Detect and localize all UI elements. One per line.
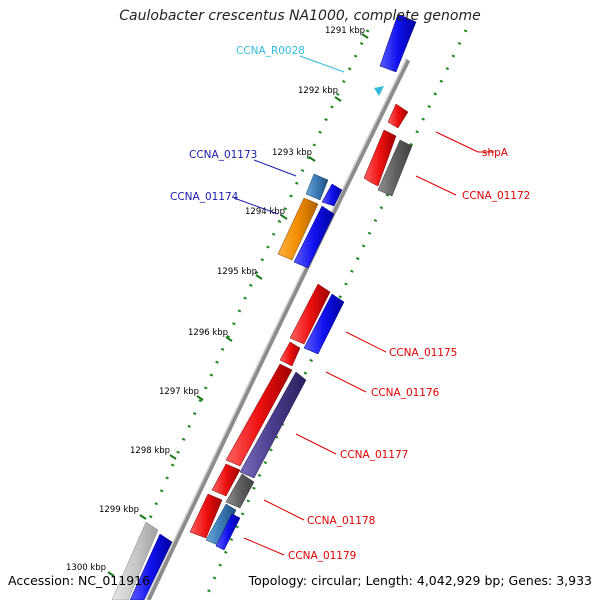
gene-label[interactable]: CCNA_01179 xyxy=(288,550,356,562)
genome-backbone xyxy=(145,58,411,602)
rna-feature[interactable] xyxy=(374,86,384,96)
ruler-label: 1293 kbp xyxy=(272,148,312,158)
genome-summary-text: Topology: circular; Length: 4,042,929 bp… xyxy=(248,573,592,588)
ruler-label: 1299 kbp xyxy=(99,505,139,515)
ruler-label: 1298 kbp xyxy=(130,446,170,456)
ruler-labels: 1291 kbp 1292 kbp 1293 kbp 1294 kbp 1295… xyxy=(66,26,365,573)
gene-feature[interactable] xyxy=(377,139,413,197)
genome-backbone-highlight xyxy=(145,59,407,601)
gene-feature[interactable] xyxy=(387,103,409,129)
gene-feature[interactable] xyxy=(225,363,293,467)
gene-feature[interactable] xyxy=(277,197,319,261)
ruler-tick xyxy=(169,454,177,460)
gc-skew-outer-arc xyxy=(203,29,468,601)
gc-skew-track xyxy=(114,29,468,601)
ruler-tick xyxy=(280,214,288,220)
gene-label[interactable]: CCNA_01176 xyxy=(371,387,440,399)
gene-features xyxy=(111,13,417,601)
gene-label[interactable]: CCNA_01173 xyxy=(189,149,257,161)
ruler-label: 1296 kbp xyxy=(188,328,228,338)
gene-label[interactable]: CCNA_01174 xyxy=(170,191,239,203)
gene-label[interactable]: CCNA_01178 xyxy=(307,515,375,527)
gene-label[interactable]: CCNA_01175 xyxy=(389,347,457,359)
ruler-tick xyxy=(361,33,369,39)
ruler-tick xyxy=(225,336,233,342)
gene-feature[interactable] xyxy=(363,129,397,187)
ruler-label: 1294 kbp xyxy=(245,207,285,217)
ruler-label: 1292 kbp xyxy=(298,86,338,96)
gene-feature[interactable] xyxy=(211,463,241,497)
gene-feature[interactable] xyxy=(379,13,417,73)
gene-feature[interactable] xyxy=(289,283,331,345)
leader-line xyxy=(299,55,345,73)
gene-feature[interactable] xyxy=(239,371,307,479)
ruler-label: 1291 kbp xyxy=(325,26,365,36)
gene-label[interactable]: shpA xyxy=(482,147,509,159)
leader-line xyxy=(345,331,387,353)
ruler-label: 1297 kbp xyxy=(159,387,199,397)
ruler-tick xyxy=(196,395,204,401)
ruler-tick xyxy=(308,156,316,162)
leader-line xyxy=(415,175,457,196)
ruler-label: 1295 kbp xyxy=(217,267,257,277)
ruler-tick xyxy=(255,274,263,280)
gene-label[interactable]: CCNA_R0028 xyxy=(236,45,305,57)
gene-feature[interactable] xyxy=(305,173,329,201)
gene-label[interactable]: CCNA_01177 xyxy=(340,449,408,461)
leader-line xyxy=(325,371,367,393)
gene-feature[interactable] xyxy=(215,513,241,551)
ruler-tick xyxy=(334,96,342,102)
leader-line xyxy=(263,499,305,521)
gene-feature[interactable] xyxy=(225,473,255,509)
accession-text: Accession: NC_011916 xyxy=(8,573,151,588)
ruler-label: 1300 kbp xyxy=(66,563,106,573)
map-title: Caulobacter crescentus NA1000, complete … xyxy=(119,8,481,24)
ruler-tick xyxy=(107,571,115,577)
gene-feature[interactable] xyxy=(321,183,343,207)
label-leader-lines xyxy=(233,55,494,556)
leader-line xyxy=(435,131,479,153)
gene-label[interactable]: CCNA_01172 xyxy=(462,190,530,202)
gene-feature[interactable] xyxy=(293,205,335,269)
gene-labels: CCNA_R0028 CCNA_01173 CCNA_01174 shpA CC… xyxy=(170,45,530,562)
gc-skew-inner-arc xyxy=(114,29,370,601)
gene-feature[interactable] xyxy=(303,293,345,355)
leader-line xyxy=(295,433,337,455)
ruler-tick xyxy=(139,514,147,520)
leader-line xyxy=(253,159,297,177)
gene-feature[interactable] xyxy=(189,493,223,539)
ruler-ticks xyxy=(107,33,369,577)
leader-line xyxy=(243,537,285,556)
gene-feature[interactable] xyxy=(279,341,301,367)
leader-line xyxy=(233,197,279,215)
